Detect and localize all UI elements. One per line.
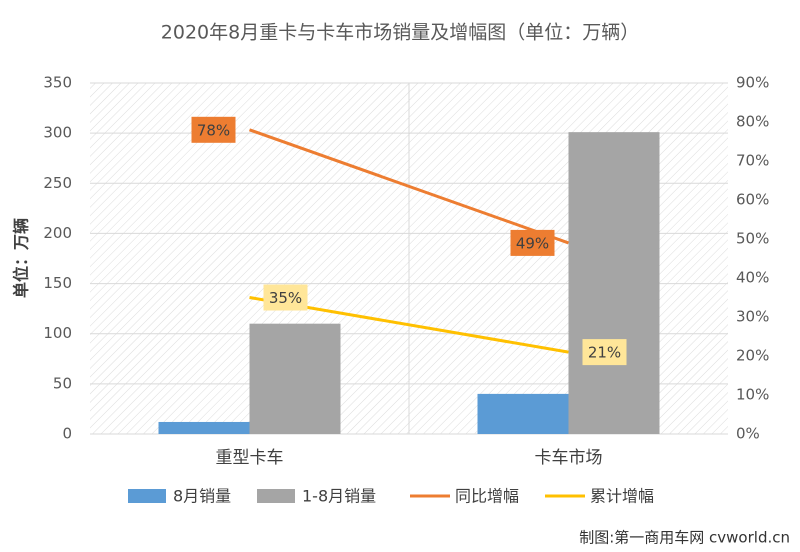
legend-swatch: [257, 489, 295, 503]
y-tick-label: 350: [43, 74, 72, 92]
y2-tick-label: 70%: [736, 152, 769, 170]
data-label-box: [510, 229, 555, 256]
x-tick-label: 卡车市场: [535, 448, 603, 468]
y2-tick-label: 30%: [736, 308, 769, 326]
legend-label: 1-8月销量: [302, 487, 376, 506]
y-axis-title: 单位：万辆: [12, 218, 31, 298]
x-tick-label: 重型卡车: [216, 448, 284, 468]
y-tick-label: 200: [43, 224, 72, 242]
data-label-box: [191, 116, 236, 143]
y2-tick-label: 80%: [736, 113, 769, 131]
y2-tick-label: 20%: [736, 347, 769, 365]
y-tick-label: 50: [53, 374, 72, 392]
legend-label: 累计增幅: [590, 487, 654, 506]
chart-title: 2020年8月重卡与卡车市场销量及增幅图（单位：万辆）: [161, 22, 639, 44]
bar: [568, 132, 660, 434]
y2-tick-label: 0%: [736, 425, 760, 443]
bar: [477, 393, 569, 434]
y-tick-label: 100: [43, 324, 72, 342]
bar: [249, 323, 341, 434]
y2-tick-label: 50%: [736, 230, 769, 248]
legend-swatch: [128, 489, 166, 503]
y-tick-label: 300: [43, 124, 72, 142]
source-note: 制图:第一商用车网 cvworld.cn: [579, 529, 790, 547]
data-label-box: [582, 339, 627, 366]
bar: [158, 421, 250, 434]
y-tick-label: 0: [62, 425, 72, 443]
data-label: 49%: [516, 234, 549, 252]
y2-tick-label: 90%: [736, 74, 769, 92]
legend-label: 8月销量: [173, 487, 231, 506]
data-label: 21%: [588, 344, 621, 362]
y2-tick-label: 40%: [736, 269, 769, 287]
data-label: 35%: [269, 289, 302, 307]
data-label-box: [263, 284, 308, 311]
line-series: [248, 128, 570, 245]
y2-tick-label: 10%: [736, 386, 769, 404]
y-tick-label: 150: [43, 274, 72, 292]
y-tick-label: 250: [43, 174, 72, 192]
data-label: 78%: [197, 121, 230, 139]
y2-tick-label: 60%: [736, 191, 769, 209]
legend-label: 同比增幅: [455, 487, 519, 506]
